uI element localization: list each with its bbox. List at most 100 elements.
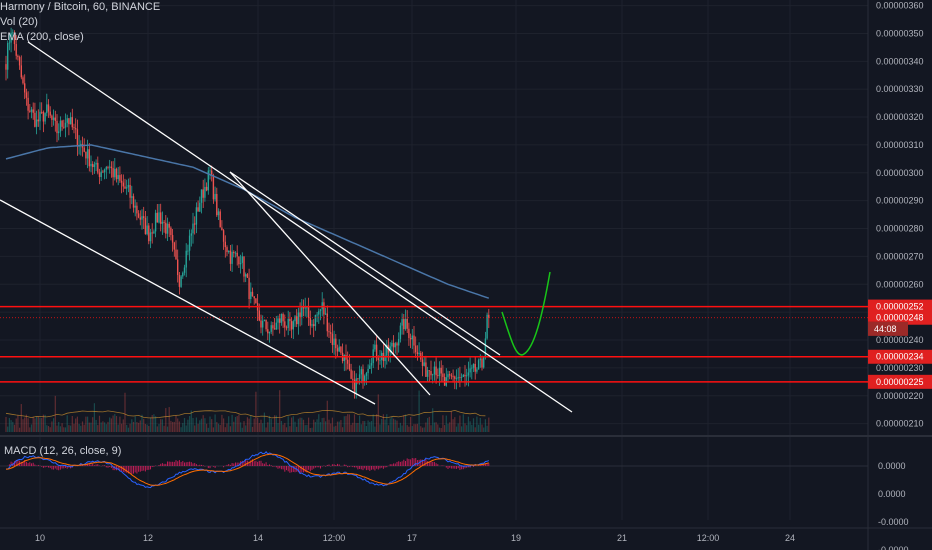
candle-body — [243, 256, 245, 277]
candle-body — [435, 366, 437, 376]
price-tick-label: 0.00000220 — [876, 391, 924, 401]
candle-body — [149, 232, 152, 242]
volume-bar — [161, 419, 163, 432]
candle-body — [241, 256, 243, 263]
volume-bar — [272, 426, 274, 432]
candle-body — [365, 373, 368, 376]
candle-body — [260, 320, 262, 328]
candle-body — [292, 321, 294, 330]
candle-body — [24, 83, 26, 93]
candle-body — [185, 250, 187, 268]
volume-bar — [207, 427, 209, 432]
volume-bar — [221, 414, 223, 432]
volume-bar — [81, 421, 84, 432]
candle-body — [34, 112, 36, 127]
candle-body — [151, 232, 153, 234]
candle-body — [476, 369, 478, 372]
candle-body — [450, 375, 453, 377]
candle-body — [105, 167, 107, 170]
candle-body — [12, 32, 14, 34]
candle-body — [277, 318, 279, 323]
volume-bar — [382, 414, 384, 432]
candle-body — [284, 321, 286, 328]
candle-body — [452, 376, 454, 378]
candle-body — [415, 345, 417, 353]
candle-body — [88, 149, 90, 167]
candle-body — [197, 207, 199, 212]
volume-bar — [124, 392, 126, 432]
volume-bar — [132, 421, 135, 432]
volume-bar — [464, 423, 466, 432]
volume-bar — [36, 416, 38, 432]
candle-body — [141, 216, 143, 220]
candle-body — [401, 319, 403, 326]
volume-bar — [432, 408, 434, 432]
volume-bar — [483, 427, 485, 432]
candle-body — [103, 169, 106, 173]
volume-bar — [398, 427, 400, 432]
volume-bar — [365, 425, 367, 432]
trend-line — [229, 171, 501, 356]
volume-ma-line — [5, 409, 486, 419]
volume-bar — [360, 424, 362, 432]
volume-bar — [347, 414, 349, 432]
candle-body — [370, 363, 373, 366]
volume-bar — [148, 426, 150, 432]
volume-bar — [387, 425, 390, 432]
volume-bar — [105, 424, 107, 432]
volume-bar — [440, 427, 442, 432]
volume-bar — [183, 417, 186, 432]
volume-bar — [342, 427, 344, 432]
candle-body — [136, 205, 138, 214]
candle-body — [301, 306, 303, 317]
volume-bar — [204, 418, 206, 432]
volume-bar — [270, 419, 272, 432]
volume-bar — [393, 418, 395, 432]
candle-body — [110, 166, 113, 169]
volume-bar — [63, 427, 65, 432]
candle-body — [90, 163, 92, 167]
volume-bar — [95, 419, 97, 432]
candle-body — [321, 302, 323, 310]
volume-bar — [139, 420, 141, 432]
candle-body — [153, 231, 155, 234]
candle-body — [112, 168, 114, 178]
time-tick-label: 21 — [617, 533, 627, 543]
candle-body — [433, 366, 436, 375]
macd-line — [5, 451, 489, 489]
candle-body — [236, 252, 238, 257]
volume-bar — [435, 422, 437, 432]
candle-body — [182, 272, 184, 277]
volume-bar — [27, 418, 29, 432]
candle-body — [29, 110, 31, 112]
time-tick-label: 24 — [785, 533, 795, 543]
candle-body — [214, 193, 216, 200]
candle-body — [100, 171, 102, 177]
volume-bar — [309, 427, 311, 432]
candle-body — [411, 335, 413, 340]
candle-body — [7, 43, 9, 70]
volume-bar — [149, 417, 152, 432]
volume-bar — [238, 414, 240, 432]
candle-body — [188, 235, 191, 251]
volume-bar — [143, 418, 145, 432]
time-tick-label: 12:00 — [323, 533, 346, 543]
candle-body — [207, 170, 209, 191]
price-label-bg — [868, 374, 932, 389]
volume-bar — [488, 417, 490, 432]
volume-bar — [425, 422, 427, 432]
volume-bar — [29, 427, 31, 432]
volume-bar — [49, 427, 51, 432]
volume-bar — [406, 425, 408, 432]
volume-bar — [471, 424, 473, 432]
candle-body — [455, 378, 458, 380]
candle-body — [246, 274, 249, 278]
candle-body — [228, 250, 230, 252]
candle-body — [71, 117, 73, 128]
volume-bar — [469, 421, 471, 432]
candle-body — [248, 277, 250, 299]
candle-body — [253, 296, 255, 299]
countdown-label: 44:08 — [874, 324, 897, 334]
candle-body — [217, 211, 220, 216]
